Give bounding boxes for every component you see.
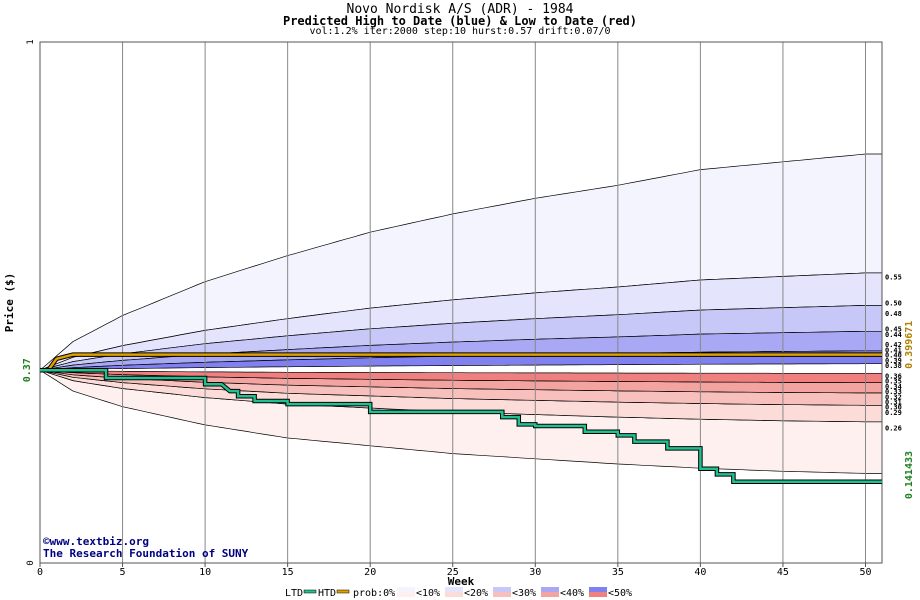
x-axis-label: Week	[448, 575, 475, 588]
band-value-label: 0.35	[885, 378, 902, 386]
legend-band-label: <50%	[608, 588, 632, 599]
legend-band-label: <40%	[560, 588, 584, 599]
band-value-label: 0.32	[885, 393, 902, 401]
credit-org: The Research Foundation of SUNY	[43, 547, 249, 560]
band-value-label: 0.50	[885, 300, 902, 308]
band-value-label: 0.36	[885, 372, 902, 380]
legend-ltd-swatch	[303, 589, 317, 594]
legend-band-swatch-blue	[397, 587, 415, 592]
band-value-label: 0.33	[885, 388, 902, 396]
legend-band-swatch-red	[397, 592, 415, 597]
start-price-label: 0.37	[22, 358, 33, 382]
x-tick-label: 5	[120, 567, 126, 578]
legend-prob-label: prob:0%	[353, 588, 395, 599]
x-tick-label: 0	[37, 567, 43, 578]
legend-band-swatch-red	[445, 592, 463, 597]
chart-subtitle: Predicted High to Date (blue) & Low to D…	[282, 14, 637, 28]
legend-ltd-label: LTD	[285, 588, 303, 599]
band-value-label: 0.45	[885, 326, 902, 334]
htd-final-value-label: 0.399671	[904, 321, 915, 369]
legend-band-label: <30%	[512, 588, 536, 599]
legend-band-swatch-red	[493, 592, 511, 597]
legend-band-swatch-blue	[589, 587, 607, 592]
x-tick-label: 30	[529, 567, 541, 578]
legend-band-swatch-blue	[445, 587, 463, 592]
band-value-label: 0.26	[885, 425, 902, 433]
ltd-line	[40, 368, 882, 483]
band-value-label: 0.31	[885, 398, 902, 406]
band-value-label: 0.55	[885, 273, 902, 281]
x-tick-label: 35	[612, 567, 624, 578]
legend-band-swatch-blue	[493, 587, 511, 592]
y-axis-label: Price ($)	[3, 273, 16, 333]
band-value-label: 0.30	[885, 404, 902, 412]
legend: LTD HTD prob:0% <10% <20% <30% <40% <50%	[285, 587, 632, 599]
band-value-label: 0.42	[885, 341, 902, 349]
x-tick-label: 15	[282, 567, 294, 578]
legend-band-label: <10%	[416, 588, 440, 599]
legend-band-swatch-blue	[541, 587, 559, 592]
band-value-label: 0.39	[885, 357, 902, 365]
credit-site: ©www.textbiz.org	[43, 535, 149, 548]
band-value-label: 0.44	[885, 331, 902, 339]
band-value-label: 0.41	[885, 346, 902, 354]
band-value-label: 0.34	[885, 383, 902, 391]
band-value-label: 0.38	[885, 362, 902, 370]
x-tick-label: 50	[859, 567, 871, 578]
x-tick-label: 10	[199, 567, 211, 578]
legend-htd-swatch	[336, 589, 350, 594]
legend-htd-label: HTD	[318, 588, 336, 599]
legend-band-swatch-red	[589, 592, 607, 597]
legend-band-swatch-red	[541, 592, 559, 597]
plot-frame	[39, 41, 883, 564]
legend-band-label: <20%	[464, 588, 488, 599]
band-value-label: 0.40	[885, 352, 902, 360]
x-tick-label: 45	[777, 567, 789, 578]
x-tick-label: 40	[694, 567, 706, 578]
band-value-label: 0.48	[885, 310, 902, 318]
y-tick-label: 1	[26, 39, 36, 44]
ltd-final-value-label: 0.141433	[904, 451, 915, 499]
band-value-label: 0.29	[885, 409, 902, 417]
y-tick-label: 0	[26, 560, 36, 565]
x-tick-label: 20	[364, 567, 376, 578]
chart-title: Novo Nordisk A/S (ADR) - 1984	[346, 2, 574, 17]
x-tick-label: 25	[447, 567, 459, 578]
chart-params: vol:1.2% iter:2000 step:10 hurst:0.57 dr…	[309, 26, 611, 37]
